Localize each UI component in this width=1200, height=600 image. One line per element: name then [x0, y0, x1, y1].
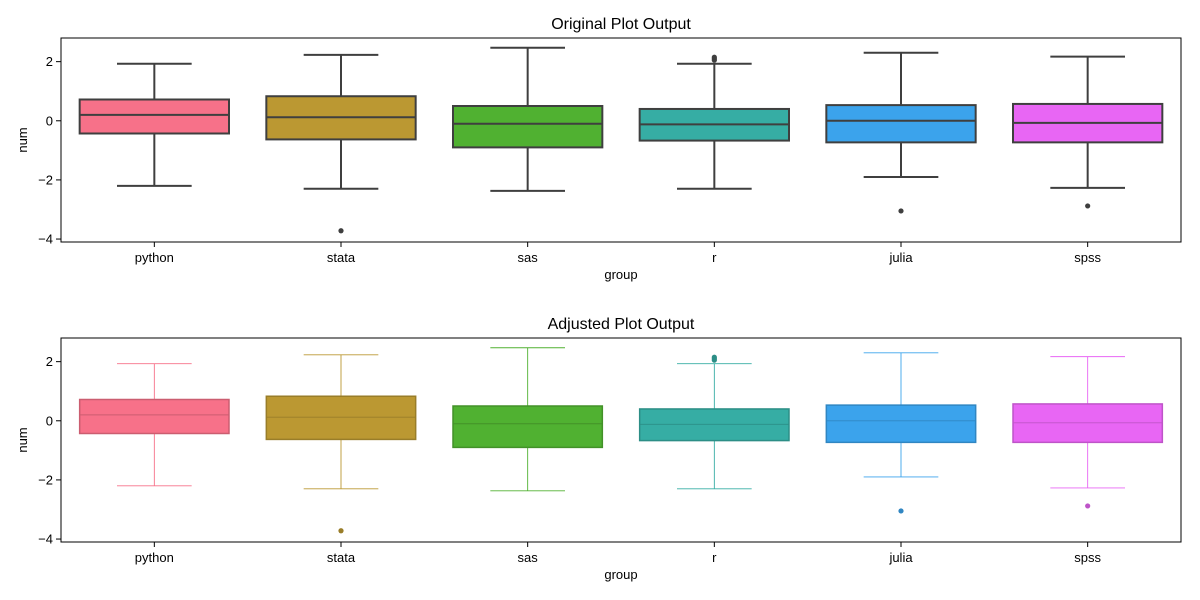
box-iqr	[825, 404, 977, 444]
box-iqr	[265, 395, 417, 441]
box-iqr	[452, 105, 604, 149]
x-axis-label: group	[604, 567, 637, 582]
box-spss	[1012, 356, 1164, 509]
x-tick-label-stata: stata	[327, 250, 356, 265]
outlier-point	[338, 228, 344, 234]
y-tick-label: 2	[46, 54, 53, 69]
y-tick-label: −2	[38, 172, 53, 187]
y-tick-label: −4	[38, 532, 53, 547]
chart-title: Original Plot Output	[551, 16, 691, 33]
x-tick-label-python: python	[135, 250, 174, 265]
y-axis-label: num	[15, 127, 30, 152]
x-tick-label-spss: spss	[1074, 550, 1101, 565]
box-sas	[452, 347, 604, 492]
x-tick-label-julia: julia	[888, 550, 913, 565]
x-tick-label-sas: sas	[518, 550, 539, 565]
outlier-point	[898, 508, 904, 514]
outlier-point	[338, 528, 344, 534]
y-tick-label: 2	[46, 354, 53, 369]
x-tick-label-r: r	[712, 550, 717, 565]
y-tick-label: −2	[38, 472, 53, 487]
outlier-point	[1085, 503, 1091, 509]
box-iqr	[78, 398, 230, 435]
plot-frame	[60, 337, 1182, 543]
box-spss	[1012, 55, 1164, 209]
y-tick-label: −4	[38, 232, 53, 247]
y-tick-label: 0	[46, 413, 53, 428]
box-sas	[452, 46, 604, 192]
box-julia	[825, 51, 977, 214]
box-r	[638, 54, 791, 190]
plot-frame	[60, 37, 1182, 243]
box-iqr	[452, 405, 604, 449]
chart-panel-2: Adjusted Plot Output −4 −2 0 2 python stata sas…	[15, 316, 1182, 582]
outlier-point	[898, 208, 904, 214]
box-iqr	[825, 104, 977, 144]
box-julia	[825, 352, 977, 514]
box-stata	[265, 53, 417, 234]
box-r	[638, 354, 790, 490]
box-python	[78, 363, 230, 487]
x-tick-label-julia: julia	[888, 250, 913, 265]
box-python	[78, 62, 230, 187]
x-tick-label-python: python	[135, 550, 174, 565]
x-axis-label: group	[604, 267, 637, 282]
outlier-point	[711, 354, 717, 360]
x-tick-label-r: r	[712, 250, 717, 265]
chart-title: Adjusted Plot Output	[548, 316, 695, 333]
y-axis-label: num	[15, 427, 30, 452]
outlier-point	[711, 54, 717, 60]
y-tick-label: 0	[46, 113, 53, 128]
x-tick-label-spss: spss	[1074, 250, 1101, 265]
outlier-point	[1085, 203, 1091, 209]
box-stata	[265, 354, 417, 534]
box-iqr	[78, 98, 230, 135]
x-tick-label-sas: sas	[518, 250, 539, 265]
chart-panel-1: Original Plot Output −4 −2 0 2 python stata sas…	[15, 16, 1182, 282]
x-tick-label-stata: stata	[327, 550, 356, 565]
